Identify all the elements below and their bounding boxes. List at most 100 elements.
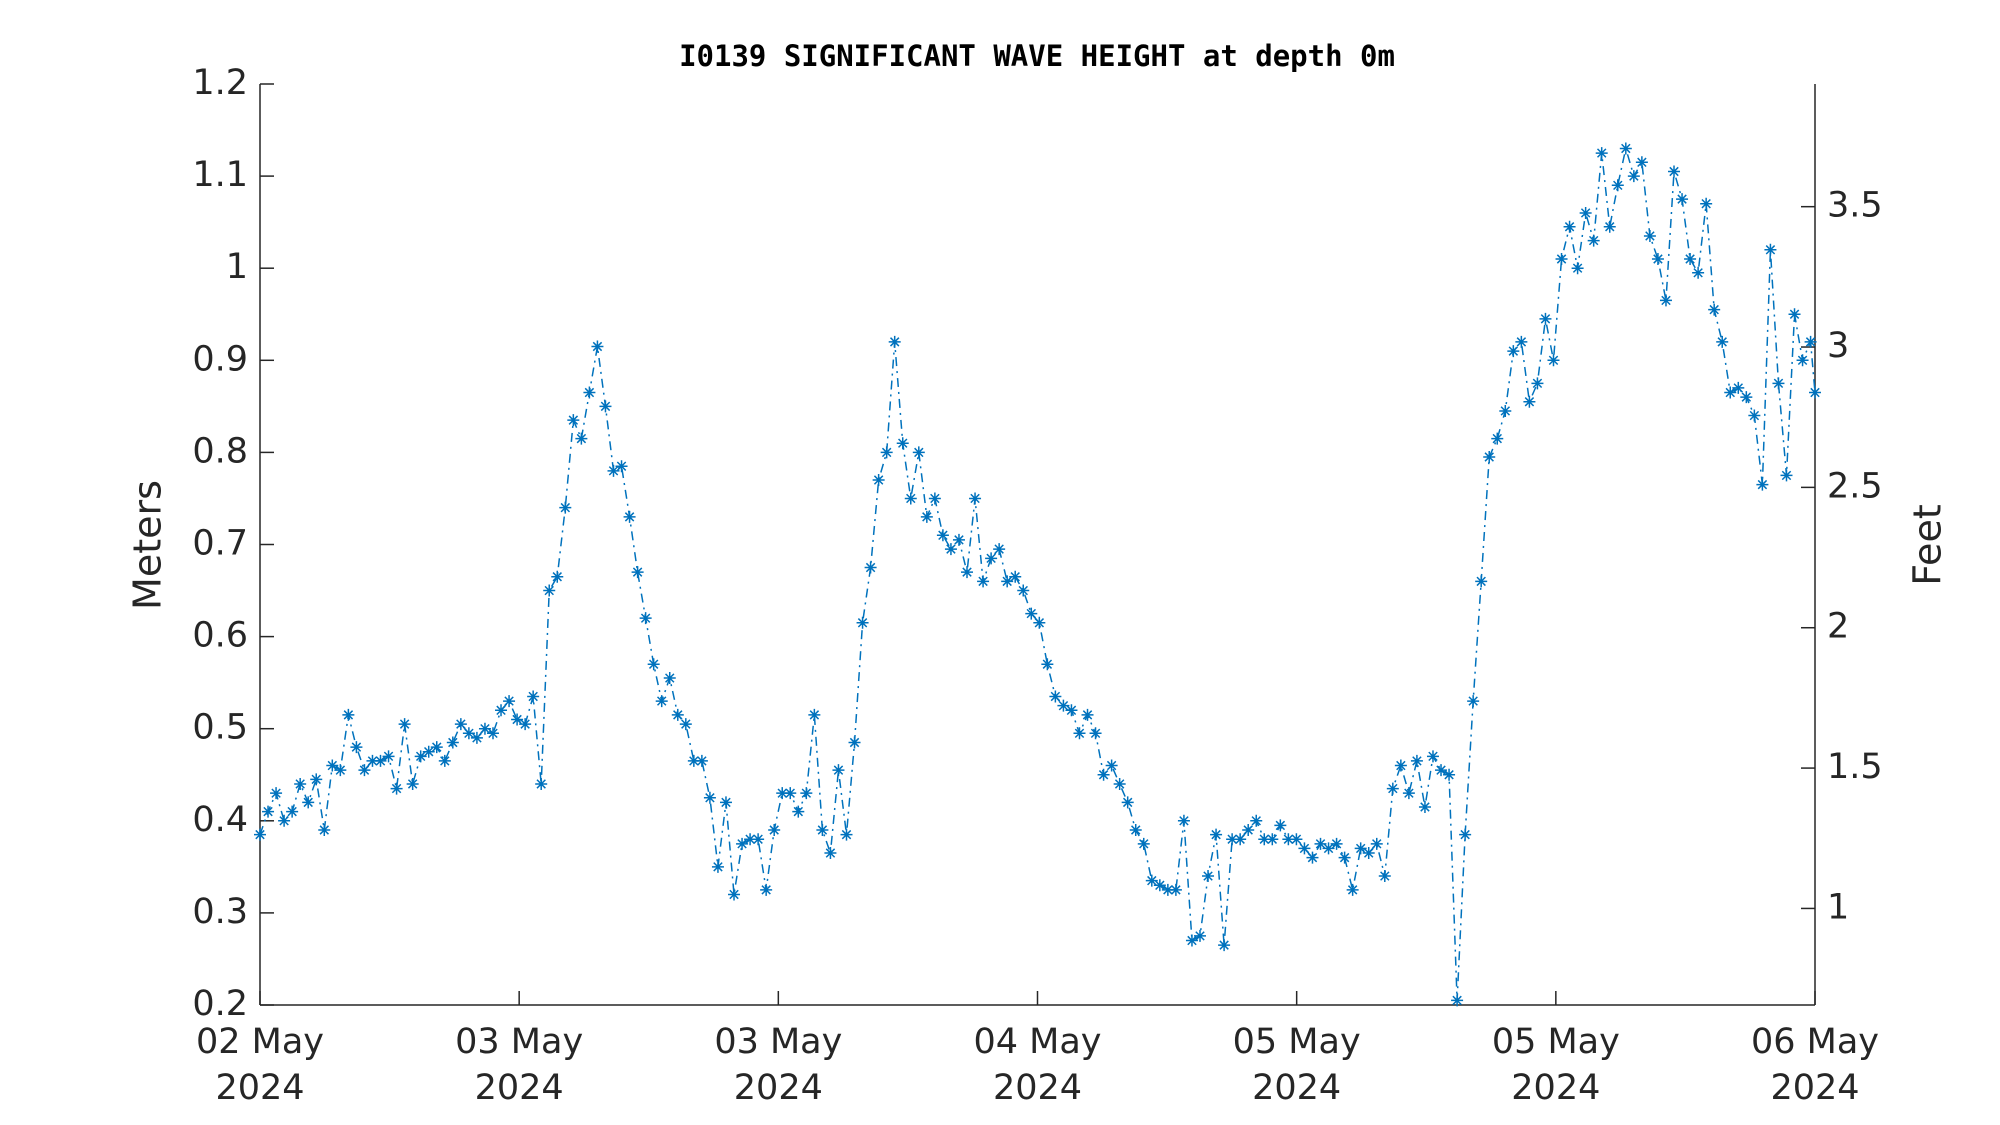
marker — [1330, 837, 1343, 850]
marker — [527, 690, 540, 703]
marker — [928, 492, 941, 505]
marker — [639, 612, 652, 625]
marker — [1017, 584, 1030, 597]
marker — [503, 695, 516, 708]
marker — [406, 777, 419, 790]
marker — [1129, 824, 1142, 837]
marker — [944, 543, 957, 556]
marker — [1282, 833, 1295, 846]
marker — [326, 759, 339, 772]
marker — [1298, 842, 1311, 855]
marker — [1153, 879, 1166, 892]
marker — [1587, 234, 1600, 247]
marker — [800, 787, 813, 800]
marker — [1668, 165, 1681, 178]
x-tick-label: 05 May 2024 — [1491, 1022, 1620, 1108]
marker — [559, 501, 572, 514]
marker — [262, 805, 275, 818]
marker — [864, 561, 877, 574]
marker — [1113, 777, 1126, 790]
marker — [1531, 377, 1544, 390]
marker — [535, 777, 548, 790]
marker — [1491, 432, 1504, 445]
marker — [470, 731, 483, 744]
marker — [454, 718, 467, 731]
marker — [286, 805, 299, 818]
marker — [671, 708, 684, 721]
y-tick-label: 0.6 — [192, 616, 248, 656]
marker — [1185, 934, 1198, 947]
y-tick-label: 1 — [226, 247, 248, 287]
marker — [856, 616, 869, 629]
marker — [1443, 768, 1456, 781]
marker — [1732, 381, 1745, 394]
x-tick-label: 03 May 2024 — [714, 1022, 843, 1108]
marker — [1338, 851, 1351, 864]
y2-tick-label: 2.5 — [1827, 466, 1883, 506]
marker — [1218, 939, 1231, 952]
marker — [583, 386, 596, 399]
marker — [1314, 837, 1327, 850]
y2-axis-label: Feet — [1906, 504, 1950, 585]
marker — [1788, 308, 1801, 321]
y2-tick-label: 2 — [1827, 607, 1849, 647]
marker — [896, 437, 909, 450]
marker — [792, 805, 805, 818]
marker — [1105, 759, 1118, 772]
marker — [390, 782, 403, 795]
marker — [1121, 796, 1134, 809]
marker — [1089, 727, 1102, 740]
marker — [1145, 874, 1158, 887]
marker — [1451, 994, 1464, 1007]
marker — [776, 787, 789, 800]
marker — [1025, 607, 1038, 620]
marker — [438, 754, 451, 767]
marker — [1708, 303, 1721, 316]
marker — [1161, 883, 1174, 896]
marker — [462, 727, 475, 740]
marker — [1475, 575, 1488, 588]
marker — [647, 658, 660, 671]
marker — [591, 340, 604, 353]
marker — [1394, 759, 1407, 772]
marker — [358, 764, 371, 777]
marker — [832, 764, 845, 777]
marker — [1804, 335, 1817, 348]
marker — [310, 773, 323, 786]
marker — [1073, 727, 1086, 740]
y2-tick-label: 1.5 — [1827, 747, 1883, 787]
marker — [904, 492, 917, 505]
marker — [760, 883, 773, 896]
marker — [575, 432, 588, 445]
marker — [703, 791, 716, 804]
marker — [711, 860, 724, 873]
marker — [1547, 354, 1560, 367]
marker — [422, 745, 435, 758]
marker — [816, 824, 829, 837]
marker — [1226, 833, 1239, 846]
marker — [1627, 170, 1640, 183]
marker — [1009, 570, 1022, 583]
marker — [736, 837, 749, 850]
marker — [1137, 837, 1150, 850]
marker — [1242, 824, 1255, 837]
y-tick-label: 0.9 — [192, 339, 248, 379]
x-tick-label: 02 May 2024 — [195, 1022, 325, 1108]
marker — [1555, 252, 1568, 265]
marker — [920, 510, 933, 523]
marker — [969, 492, 982, 505]
y2-tick-label: 1 — [1827, 887, 1849, 927]
y-tick-label: 0.7 — [192, 524, 248, 564]
marker — [1435, 764, 1448, 777]
marker — [486, 727, 499, 740]
marker — [1362, 847, 1375, 860]
marker — [1290, 833, 1303, 846]
marker — [1065, 704, 1078, 717]
marker — [318, 824, 331, 837]
marker — [840, 828, 853, 841]
y2-tick-label: 3.5 — [1827, 186, 1883, 226]
marker — [880, 446, 893, 459]
marker — [1740, 391, 1753, 404]
marker — [1595, 147, 1608, 160]
